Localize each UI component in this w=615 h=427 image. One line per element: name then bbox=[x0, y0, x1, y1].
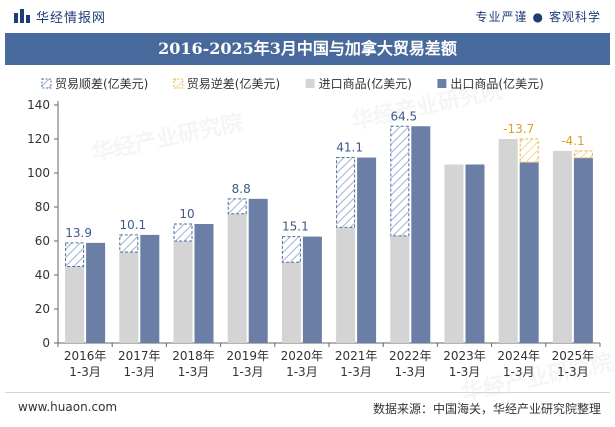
import-bar bbox=[498, 139, 518, 343]
x-tick-label: 2018年 bbox=[172, 349, 215, 363]
brand-name: 华经情报网 bbox=[36, 11, 107, 26]
import-bar bbox=[552, 150, 572, 343]
export-bar bbox=[194, 224, 214, 343]
x-tick-label: 1-3月 bbox=[557, 365, 589, 379]
export-bar bbox=[465, 164, 485, 343]
export-bar bbox=[519, 162, 539, 343]
import-bar bbox=[173, 241, 193, 343]
surplus-data-label: 10 bbox=[179, 207, 194, 221]
footer-divider bbox=[5, 392, 610, 393]
surplus-bar bbox=[227, 198, 247, 215]
export-bar bbox=[248, 198, 268, 343]
y-tick-label: 80 bbox=[35, 200, 50, 214]
x-tick-label: 1-3月 bbox=[449, 365, 481, 379]
x-tick-label: 1-3月 bbox=[69, 365, 101, 379]
deficit-bar bbox=[519, 138, 539, 163]
surplus-bar bbox=[65, 242, 85, 267]
import-bar bbox=[444, 164, 464, 343]
surplus-data-label: 10.1 bbox=[119, 218, 146, 232]
y-tick-label: 20 bbox=[35, 302, 50, 316]
export-bar bbox=[302, 236, 322, 343]
legend-label: 进口商品(亿美元) bbox=[319, 76, 412, 91]
legend-swatch-surplus bbox=[41, 78, 52, 89]
export-bar bbox=[411, 126, 431, 343]
y-tick-label: 120 bbox=[27, 132, 50, 146]
x-tick-label: 1-3月 bbox=[286, 365, 318, 379]
x-tick-label: 2016年 bbox=[64, 349, 107, 363]
legend-swatch-deficit bbox=[173, 78, 184, 89]
footer-website[interactable]: www.huaon.com bbox=[18, 400, 118, 414]
y-tick-label: 0 bbox=[42, 336, 50, 350]
tagline-separator: ● bbox=[532, 10, 544, 24]
trade-balance-chart: 贸易顺差(亿美元) 贸易逆差(亿美元) 进口商品(亿美元) 出口商品(亿美元) 0 20 4… bbox=[27, 76, 601, 379]
tagline-left: 专业严谨 bbox=[475, 10, 528, 24]
x-tick-label: 2019年 bbox=[226, 349, 269, 363]
surplus-bar bbox=[119, 234, 139, 253]
surplus-bar bbox=[390, 125, 410, 237]
x-tick-label: 2022年 bbox=[389, 349, 432, 363]
chart-title: 2016-2025年3月中国与加拿大贸易差额 bbox=[5, 33, 610, 65]
legend-label: 贸易逆差(亿美元) bbox=[187, 76, 280, 91]
x-tick-label: 1-3月 bbox=[394, 365, 426, 379]
deficit-data-label: -13.7 bbox=[503, 122, 534, 136]
header-bar: 华经情报网 专业严谨 ● 客观科学 bbox=[0, 0, 615, 32]
x-tick-label: 1-3月 bbox=[123, 365, 155, 379]
x-tick-label: 2024年 bbox=[497, 349, 540, 363]
export-bar bbox=[573, 157, 593, 343]
surplus-bar bbox=[173, 223, 193, 242]
import-bar bbox=[390, 235, 410, 343]
y-tick-label: 100 bbox=[27, 166, 50, 180]
x-tick-label: 2023年 bbox=[443, 349, 486, 363]
x-tick-label: 1-3月 bbox=[340, 365, 372, 379]
legend-swatch-import bbox=[305, 79, 315, 88]
deficit-data-label: -4.1 bbox=[561, 134, 584, 148]
export-bar bbox=[86, 242, 106, 343]
tagline-right: 客观科学 bbox=[548, 10, 601, 24]
y-tick-label: 60 bbox=[35, 234, 50, 248]
surplus-data-label: 13.9 bbox=[65, 226, 92, 240]
import-bar bbox=[281, 262, 301, 343]
x-tick-label: 1-3月 bbox=[178, 365, 210, 379]
import-bar bbox=[336, 227, 356, 343]
export-bar bbox=[357, 157, 377, 343]
import-bar bbox=[65, 266, 85, 343]
export-bar bbox=[140, 234, 160, 343]
import-bar bbox=[119, 252, 139, 343]
tagline: 专业严谨 ● 客观科学 bbox=[475, 8, 601, 25]
logo-icon bbox=[14, 9, 30, 23]
x-tick-label: 2017年 bbox=[118, 349, 161, 363]
footer-source: 数据来源：中国海关，华经产业研究院整理 bbox=[372, 402, 601, 416]
surplus-bar bbox=[336, 157, 356, 228]
surplus-data-label: 8.8 bbox=[232, 182, 251, 196]
x-tick-label: 1-3月 bbox=[232, 365, 264, 379]
surplus-data-label: 41.1 bbox=[336, 141, 363, 155]
x-tick-label: 2020年 bbox=[281, 349, 324, 363]
legend-label: 贸易顺差(亿美元) bbox=[55, 76, 148, 91]
x-tick-label: 2021年 bbox=[335, 349, 378, 363]
legend-label: 出口商品(亿美元) bbox=[450, 76, 543, 91]
legend-swatch-export bbox=[437, 79, 447, 88]
surplus-data-label: 15.1 bbox=[282, 220, 309, 234]
import-bar bbox=[227, 213, 247, 343]
y-tick-label: 40 bbox=[35, 268, 50, 282]
x-tick-label: 1-3月 bbox=[503, 365, 535, 379]
deficit-bar bbox=[573, 150, 593, 159]
surplus-data-label: 64.5 bbox=[390, 109, 417, 123]
y-tick-label: 140 bbox=[27, 98, 50, 112]
surplus-bar bbox=[281, 236, 301, 263]
x-tick-label: 2025年 bbox=[552, 349, 595, 363]
